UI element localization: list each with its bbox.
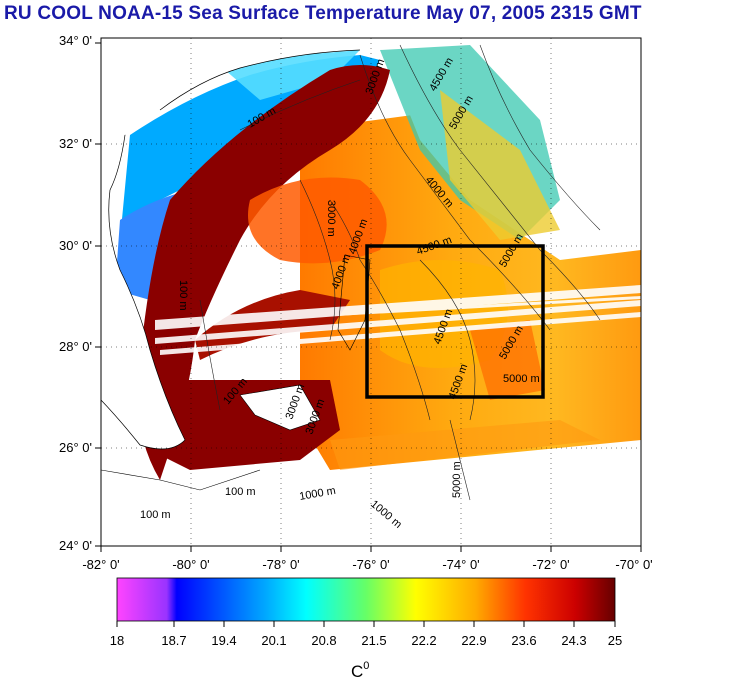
colorbar-tick: 24.3 — [561, 633, 586, 648]
contour-label: 5000 m — [451, 461, 463, 498]
colorbar-gradient — [116, 577, 616, 622]
contour-label: 3000 m — [325, 200, 337, 237]
colorbar-tick: 22.2 — [411, 633, 436, 648]
lat-tick-label: 30° 0' — [59, 238, 92, 253]
lat-tick-label: 24° 0' — [59, 538, 92, 553]
longitude-axis: -82° 0' -80° 0' -78° 0' -76° 0' -74° 0' … — [82, 557, 652, 572]
study-area-box — [365, 244, 545, 399]
map-title: RU COOL NOAA-15 Sea Surface Temperature … — [4, 3, 642, 24]
colorbar-tick: 20.8 — [311, 633, 336, 648]
colorbar-tick: 18 — [110, 633, 124, 648]
colorbar-tick: 25 — [608, 633, 622, 648]
graticule — [101, 38, 641, 546]
lon-tick-label: -74° 0' — [442, 557, 479, 572]
colorbar-tick: 18.7 — [161, 633, 186, 648]
colorbar-tick: 22.9 — [461, 633, 486, 648]
lat-tick-label: 26° 0' — [59, 440, 92, 455]
lat-tick-label: 32° 0' — [59, 136, 92, 151]
lat-tick-label: 28° 0' — [59, 339, 92, 354]
lon-tick-label: -78° 0' — [262, 557, 299, 572]
contour-label: 100 m — [140, 509, 171, 521]
contour-label: 100 m — [225, 486, 256, 498]
lon-tick-label: -82° 0' — [82, 557, 119, 572]
lon-tick-label: -72° 0' — [532, 557, 569, 572]
contour-label: 5000 m — [503, 373, 540, 385]
lon-tick-label: -76° 0' — [352, 557, 389, 572]
colorbar: 18 18.7 19.4 20.1 20.8 21.5 22.2 22.9 23… — [110, 577, 622, 680]
lon-tick-label: -70° 0' — [615, 557, 652, 572]
colorbar-tick: 19.4 — [211, 633, 236, 648]
contour-label: 100 m — [177, 280, 189, 311]
colorbar-tick: 21.5 — [361, 633, 386, 648]
lat-tick-label: 34° 0' — [59, 33, 92, 48]
latitude-axis: 34° 0' 32° 0' 30° 0' 28° 0' 26° 0' 24° 0… — [59, 33, 92, 553]
colorbar-unit-label: C0 — [351, 660, 369, 680]
lon-tick-label: -80° 0' — [172, 557, 209, 572]
colorbar-tick: 20.1 — [261, 633, 286, 648]
colorbar-tick: 23.6 — [511, 633, 536, 648]
